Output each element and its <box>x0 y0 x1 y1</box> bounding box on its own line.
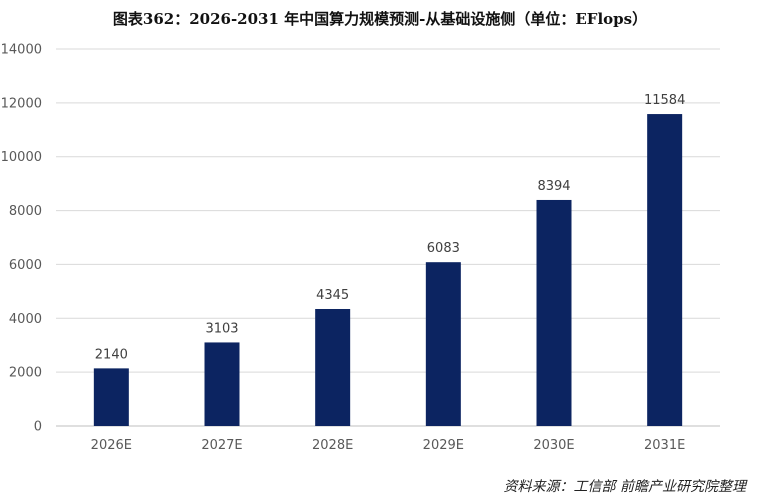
x-tick-label-2027E: 2027E <box>201 438 242 453</box>
bar-2027E <box>204 342 240 426</box>
x-axis-ticks: 2026E 2027E 2028E 2029E 2030E 2031E <box>91 438 686 453</box>
bar-2026E <box>93 368 129 426</box>
y-tick-label: 2000 <box>9 366 42 381</box>
y-tick-label: 4000 <box>9 312 42 327</box>
bar-2028E <box>315 308 351 426</box>
data-label-2031E: 11584 <box>644 93 685 108</box>
y-tick-label: 6000 <box>9 258 42 273</box>
x-tick-label-2026E: 2026E <box>91 438 132 453</box>
data-label-2027E: 3103 <box>205 321 238 336</box>
gridlines <box>56 48 720 427</box>
data-label-2029E: 6083 <box>427 241 460 256</box>
y-axis-ticks: 0 2000 4000 6000 8000 10000 12000 14000 <box>1 43 42 435</box>
y-tick-label: 12000 <box>1 96 42 111</box>
chart-title: 图表362：2026-2031 年中国算力规模预测-从基础设施侧（单位：EFlo… <box>112 10 648 28</box>
source-note: 资料来源：工信部 前瞻产业研究院整理 <box>503 479 746 495</box>
data-label-2026E: 2140 <box>95 347 128 362</box>
data-label-2028E: 4345 <box>316 288 349 303</box>
data-label-2030E: 8394 <box>537 179 570 194</box>
data-labels: 2140 3103 4345 6083 8394 11584 <box>95 93 686 362</box>
x-tick-label-2029E: 2029E <box>423 438 464 453</box>
bar-2031E <box>647 114 683 427</box>
y-tick-label: 0 <box>34 420 42 435</box>
bar-2029E <box>425 262 461 426</box>
y-tick-label: 10000 <box>1 150 42 165</box>
x-tick-label-2030E: 2030E <box>533 438 574 453</box>
bar-2030E <box>536 199 572 426</box>
y-tick-label: 8000 <box>9 204 42 219</box>
y-tick-label: 14000 <box>1 43 42 58</box>
bars <box>93 114 683 427</box>
x-tick-label-2031E: 2031E <box>644 438 685 453</box>
x-tick-label-2028E: 2028E <box>312 438 353 453</box>
